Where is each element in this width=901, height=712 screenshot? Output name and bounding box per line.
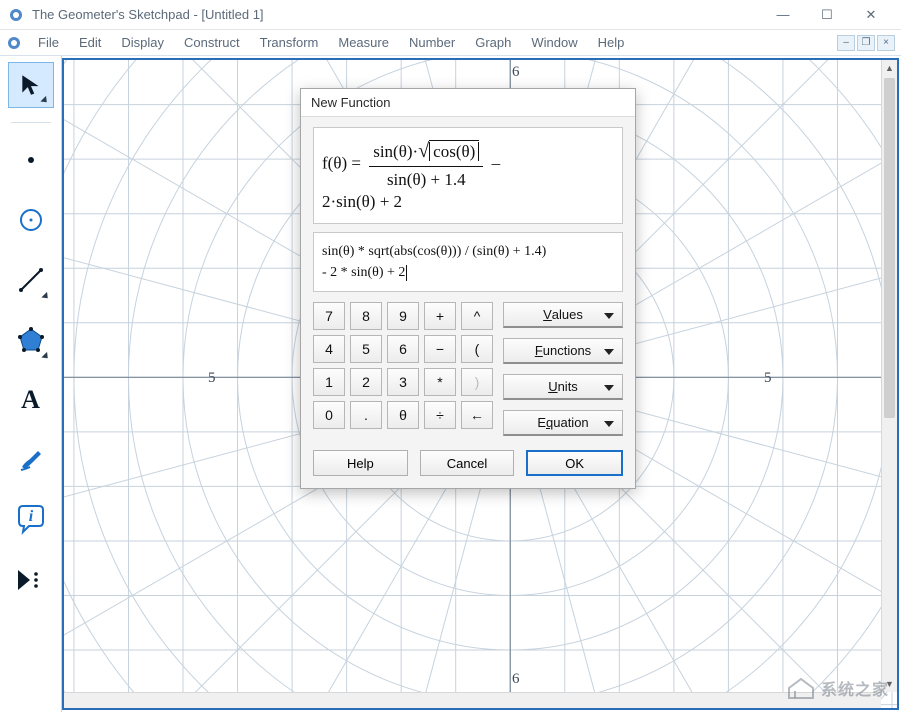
menu-edit[interactable]: Edit — [69, 32, 111, 53]
window-minimize-button[interactable]: — — [761, 1, 805, 29]
axis-label-top: 6 — [512, 64, 520, 81]
tool-palette: A i — [0, 56, 62, 712]
watermark: 系统之家 — [787, 676, 889, 700]
key-.[interactable]: . — [350, 401, 382, 429]
keypad: 789+^ 456−(123*) 0.θ÷← — [313, 302, 493, 436]
axis-label-right: 5 — [764, 370, 772, 387]
menu-file[interactable]: File — [28, 32, 69, 53]
horizontal-scrollbar[interactable] — [64, 692, 881, 708]
key-0[interactable]: 0 — [313, 401, 345, 429]
vertical-scrollbar[interactable]: ▲ ▼ — [881, 60, 897, 692]
menubar: FileEditDisplayConstructTransformMeasure… — [0, 30, 901, 56]
key-9[interactable]: 9 — [387, 302, 419, 330]
ok-button[interactable]: OK — [526, 450, 623, 476]
key-4[interactable]: 4 — [313, 335, 345, 363]
arrow-tool[interactable] — [8, 62, 54, 108]
dialog-title: New Function — [301, 89, 635, 117]
dropdown-list: Values Functions Units Equation — [503, 302, 623, 436]
app-icon — [8, 7, 24, 23]
key-5[interactable]: 5 — [350, 335, 382, 363]
dropdown-units[interactable]: Units — [503, 374, 623, 400]
key-6[interactable]: 6 — [387, 335, 419, 363]
tool-separator — [11, 122, 51, 123]
key-7[interactable]: 7 — [313, 302, 345, 330]
marker-tool[interactable] — [8, 437, 54, 483]
information-tool[interactable]: i — [8, 497, 54, 543]
key-)[interactable]: ) — [461, 368, 493, 396]
key-8[interactable]: 8 — [350, 302, 382, 330]
key-←[interactable]: ← — [461, 401, 493, 429]
menu-construct[interactable]: Construct — [174, 32, 250, 53]
menu-transform[interactable]: Transform — [250, 32, 329, 53]
window-maximize-button[interactable]: ☐ — [805, 1, 849, 29]
compass-tool[interactable] — [8, 197, 54, 243]
mdi-controls: – ❐ × — [837, 35, 895, 51]
dropdown-equation[interactable]: Equation — [503, 410, 623, 436]
formula-input[interactable]: sin(θ) * sqrt(abs(cos(θ))) / (sin(θ) + 1… — [313, 232, 623, 292]
key-1[interactable]: 1 — [313, 368, 345, 396]
scroll-thumb[interactable] — [884, 78, 895, 418]
key-^[interactable]: ^ — [461, 302, 493, 330]
scroll-up-icon[interactable]: ▲ — [882, 60, 897, 76]
key-3[interactable]: 3 — [387, 368, 419, 396]
mdi-restore-button[interactable]: ❐ — [857, 35, 875, 51]
key-([interactable]: ( — [461, 335, 493, 363]
formula-display: f(θ) = sin(θ)·√cos(θ) sin(θ) + 1.4 – 2·s… — [313, 127, 623, 224]
menu-number[interactable]: Number — [399, 32, 465, 53]
window-title: The Geometer's Sketchpad - [Untitled 1] — [32, 7, 761, 22]
formula-line2: 2·sin(θ) + 2 — [322, 191, 614, 213]
custom-tool[interactable] — [8, 557, 54, 603]
titlebar: The Geometer's Sketchpad - [Untitled 1] … — [0, 0, 901, 30]
formula-lhs: f(θ) = — [322, 153, 365, 172]
key-−[interactable]: − — [424, 335, 456, 363]
axis-label-bottom: 6 — [512, 671, 520, 688]
polygon-tool[interactable] — [8, 317, 54, 363]
key-θ[interactable]: θ — [387, 401, 419, 429]
menu-graph[interactable]: Graph — [465, 32, 521, 53]
mdi-minimize-button[interactable]: – — [837, 35, 855, 51]
point-tool[interactable] — [8, 137, 54, 183]
menu-window[interactable]: Window — [521, 32, 587, 53]
key-+[interactable]: + — [424, 302, 456, 330]
menu-measure[interactable]: Measure — [328, 32, 399, 53]
dropdown-values[interactable]: Values — [503, 302, 623, 328]
axis-label-left: 5 — [208, 370, 216, 387]
dropdown-functions[interactable]: Functions — [503, 338, 623, 364]
help-button[interactable]: Help — [313, 450, 408, 476]
straightedge-tool[interactable] — [8, 257, 54, 303]
mdi-close-button[interactable]: × — [877, 35, 895, 51]
svg-text:i: i — [28, 508, 33, 525]
menu-help[interactable]: Help — [588, 32, 635, 53]
doc-icon — [6, 35, 22, 51]
key-÷[interactable]: ÷ — [424, 401, 456, 429]
key-*[interactable]: * — [424, 368, 456, 396]
new-function-dialog: New Function f(θ) = sin(θ)·√cos(θ) sin(θ… — [300, 88, 636, 489]
window-close-button[interactable]: ✕ — [849, 1, 893, 29]
menu-display[interactable]: Display — [111, 32, 174, 53]
cancel-button[interactable]: Cancel — [420, 450, 515, 476]
text-tool[interactable]: A — [8, 377, 54, 423]
key-2[interactable]: 2 — [350, 368, 382, 396]
